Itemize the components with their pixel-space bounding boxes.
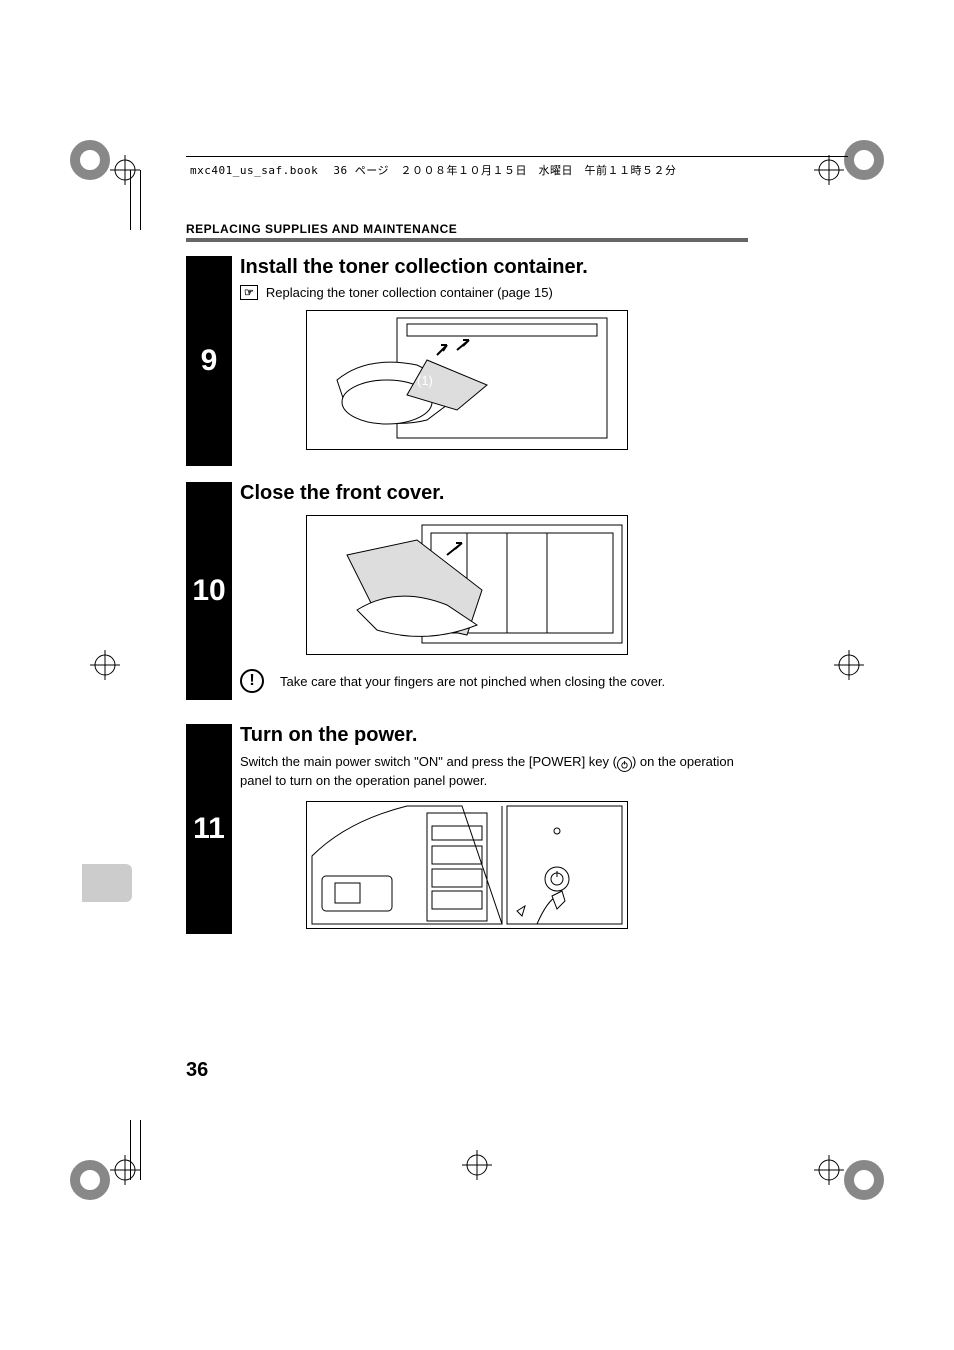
step-10-title: Close the front cover. [240, 482, 748, 505]
step-number-11: 11 [186, 724, 232, 934]
illustration-label-2: (2) [457, 348, 473, 363]
source-file-meta: 36 ページ ２００８年１０月１５日 水曜日 午前１１時５２分 [333, 164, 676, 177]
page-number: 36 [186, 1059, 208, 1082]
step-9: 9 Install the toner collection container… [186, 256, 748, 450]
source-file-name: mxc401_us_saf.book [190, 164, 318, 177]
step-10-caution-text: Take care that your fingers are not pinc… [280, 674, 665, 689]
step-10-illustration [306, 515, 628, 655]
power-key-icon [617, 757, 632, 772]
step-number-9: 9 [186, 256, 232, 466]
illustration-9-svg: (1) (2) [307, 310, 627, 450]
reference-icon: ☞ [240, 285, 258, 300]
crop-bottom-right [804, 1140, 884, 1200]
step-11-title: Turn on the power. [240, 724, 748, 747]
header-rule [186, 156, 848, 157]
crop-top-right [804, 140, 884, 200]
step-11-body: Switch the main power switch "ON" and pr… [240, 753, 748, 791]
step-11-body-before: Switch the main power switch "ON" and pr… [240, 754, 617, 769]
step-9-ref: ☞ Replacing the toner collection contain… [240, 285, 748, 300]
section-underline [186, 238, 748, 242]
crop-bottom-left [70, 1140, 150, 1200]
crop-mid-left [85, 645, 125, 685]
bind-line-left [130, 170, 131, 230]
source-file-header: mxc401_us_saf.book 36 ページ ２００８年１０月１５日 水曜… [190, 162, 677, 178]
step-9-ref-text: Replacing the toner collection container… [266, 285, 553, 300]
crop-top-left [70, 140, 150, 200]
step-11-illustration [306, 801, 628, 929]
illustration-10-svg [307, 515, 627, 655]
step-9-title: Install the toner collection container. [240, 256, 748, 279]
crop-bottom-mid [457, 1145, 497, 1185]
side-tab-marker [82, 864, 132, 902]
caution-icon: ! [240, 669, 264, 693]
step-9-illustration: (1) (2) [306, 310, 628, 450]
step-10-caution: ! Take care that your fingers are not pi… [240, 669, 748, 693]
section-header: REPLACING SUPPLIES AND MAINTENANCE [186, 222, 457, 236]
step-11: 11 Turn on the power. Switch the main po… [186, 724, 748, 929]
bind-line-left-b2 [140, 1120, 141, 1180]
step-10: 10 Close the front cover. ! Take care th… [186, 482, 748, 693]
bind-line-left-2 [140, 170, 141, 230]
step-number-10: 10 [186, 482, 232, 700]
crop-mid-right [829, 645, 869, 685]
illustration-11-svg [307, 801, 627, 929]
bind-line-left-b [130, 1120, 131, 1180]
illustration-label-1: (1) [417, 373, 433, 388]
